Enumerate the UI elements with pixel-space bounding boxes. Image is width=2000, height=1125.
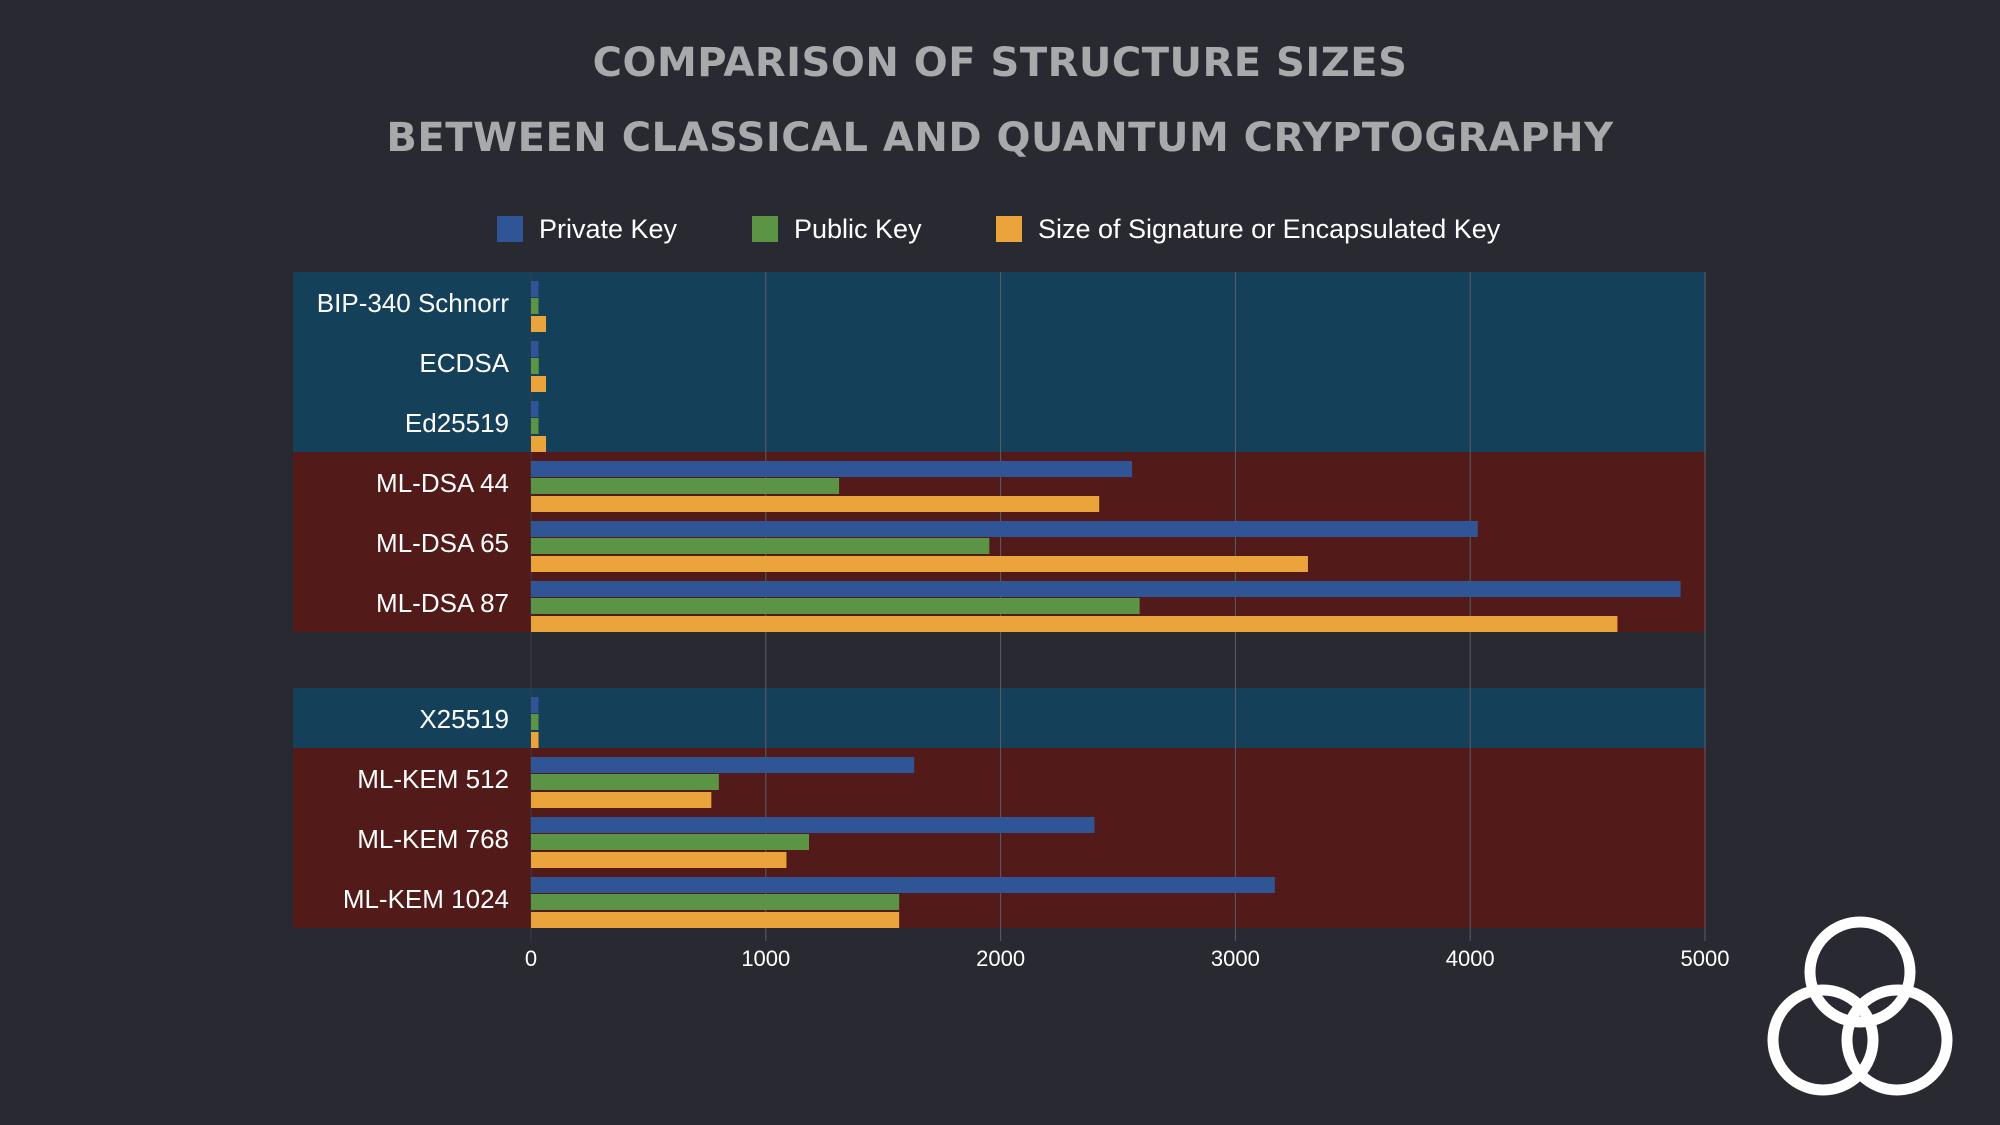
bar-ml-dsa-65-public-key bbox=[531, 538, 990, 554]
x-axis-ticks: 0 1000 2000 3000 4000 5000 bbox=[525, 946, 1730, 971]
category-label-ml-kem-768: ML-KEM 768 bbox=[357, 824, 509, 854]
bar-x25519-public-key bbox=[531, 714, 539, 730]
legend-label-private-key: Private Key bbox=[539, 214, 678, 244]
bar-bip-340-schnorr-public-key bbox=[531, 298, 539, 314]
bar-ml-dsa-87-public-key bbox=[531, 598, 1140, 614]
category-label-ml-dsa-87: ML-DSA 87 bbox=[376, 588, 509, 618]
bar-ml-dsa-87-private-key bbox=[531, 581, 1681, 597]
interlocking-rings-logo-icon bbox=[1767, 916, 1953, 1096]
chart-legend: Private Key Public Key Size of Signature o… bbox=[497, 214, 1501, 244]
chart-title-line-1: COMPARISON OF STRUCTURE SIZES bbox=[592, 40, 1408, 86]
category-label-ml-dsa-65: ML-DSA 65 bbox=[376, 528, 509, 558]
bar-ecdsa-private-key bbox=[531, 341, 539, 357]
bar-ml-dsa-65-private-key bbox=[531, 521, 1478, 537]
bar-ml-dsa-87-size-of-signature-or-encapsulated-key bbox=[531, 616, 1618, 632]
x-tick-label-5000: 5000 bbox=[1681, 946, 1730, 971]
category-label-ed25519: Ed25519 bbox=[405, 408, 509, 438]
bar-ml-kem-512-private-key bbox=[531, 757, 915, 773]
bar-ml-kem-512-public-key bbox=[531, 774, 719, 790]
category-label-ml-kem-1024: ML-KEM 1024 bbox=[343, 884, 509, 914]
bar-ml-kem-1024-public-key bbox=[531, 894, 900, 910]
bar-ml-dsa-44-public-key bbox=[531, 478, 840, 494]
category-labels: BIP-340 Schnorr ECDSA Ed25519 ML-DSA 44 ML-D… bbox=[317, 288, 510, 914]
bar-ml-dsa-65-size-of-signature-or-encapsulated-key bbox=[531, 556, 1308, 572]
legend-swatch-public-key bbox=[752, 216, 778, 242]
bar-ecdsa-public-key bbox=[531, 358, 539, 374]
bar-ml-dsa-44-private-key bbox=[531, 461, 1133, 477]
legend-label-public-key: Public Key bbox=[794, 214, 922, 244]
bar-ml-kem-768-private-key bbox=[531, 817, 1095, 833]
category-label-bip-340-schnorr: BIP-340 Schnorr bbox=[317, 288, 510, 318]
bar-bip-340-schnorr-private-key bbox=[531, 281, 539, 297]
bar-ed25519-public-key bbox=[531, 418, 539, 434]
x-tick-label-1000: 1000 bbox=[741, 946, 790, 971]
category-label-ecdsa: ECDSA bbox=[419, 348, 509, 378]
bar-x25519-private-key bbox=[531, 697, 539, 713]
x-tick-label-2000: 2000 bbox=[976, 946, 1025, 971]
category-label-ml-dsa-44: ML-DSA 44 bbox=[376, 468, 509, 498]
legend-swatch-private-key bbox=[497, 216, 523, 242]
bar-ml-dsa-44-size-of-signature-or-encapsulated-key bbox=[531, 496, 1100, 512]
bar-ml-kem-512-size-of-signature-or-encapsulated-key bbox=[531, 792, 712, 808]
bar-ml-kem-768-public-key bbox=[531, 834, 810, 850]
bar-ml-kem-1024-size-of-signature-or-encapsulated-key bbox=[531, 912, 900, 928]
x-tick-label-3000: 3000 bbox=[1211, 946, 1260, 971]
category-label-ml-kem-512: ML-KEM 512 bbox=[357, 764, 509, 794]
legend-label-size-of-signature-or-encapsulated-key: Size of Signature or Encapsulated Key bbox=[1038, 214, 1501, 244]
legend-swatch-size-of-signature-or-encapsulated-key bbox=[996, 216, 1022, 242]
x-tick-label-0: 0 bbox=[525, 946, 537, 971]
bar-ml-kem-768-size-of-signature-or-encapsulated-key bbox=[531, 852, 787, 868]
category-label-x25519: X25519 bbox=[419, 704, 509, 734]
x-tick-label-4000: 4000 bbox=[1446, 946, 1495, 971]
bar-ed25519-size-of-signature-or-encapsulated-key bbox=[531, 436, 547, 452]
bar-ed25519-private-key bbox=[531, 401, 539, 417]
bar-ml-kem-1024-private-key bbox=[531, 877, 1275, 893]
bar-bip-340-schnorr-size-of-signature-or-encapsulated-key bbox=[531, 316, 547, 332]
bar-x25519-size-of-signature-or-encapsulated-key bbox=[531, 732, 539, 748]
chart-title-line-2: BETWEEN CLASSICAL AND QUANTUM CRYPTOGRAP… bbox=[386, 115, 1614, 161]
bars bbox=[531, 281, 1681, 928]
bar-ecdsa-size-of-signature-or-encapsulated-key bbox=[531, 376, 547, 392]
